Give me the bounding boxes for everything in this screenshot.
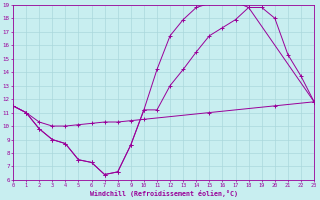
X-axis label: Windchill (Refroidissement éolien,°C): Windchill (Refroidissement éolien,°C) — [90, 190, 237, 197]
